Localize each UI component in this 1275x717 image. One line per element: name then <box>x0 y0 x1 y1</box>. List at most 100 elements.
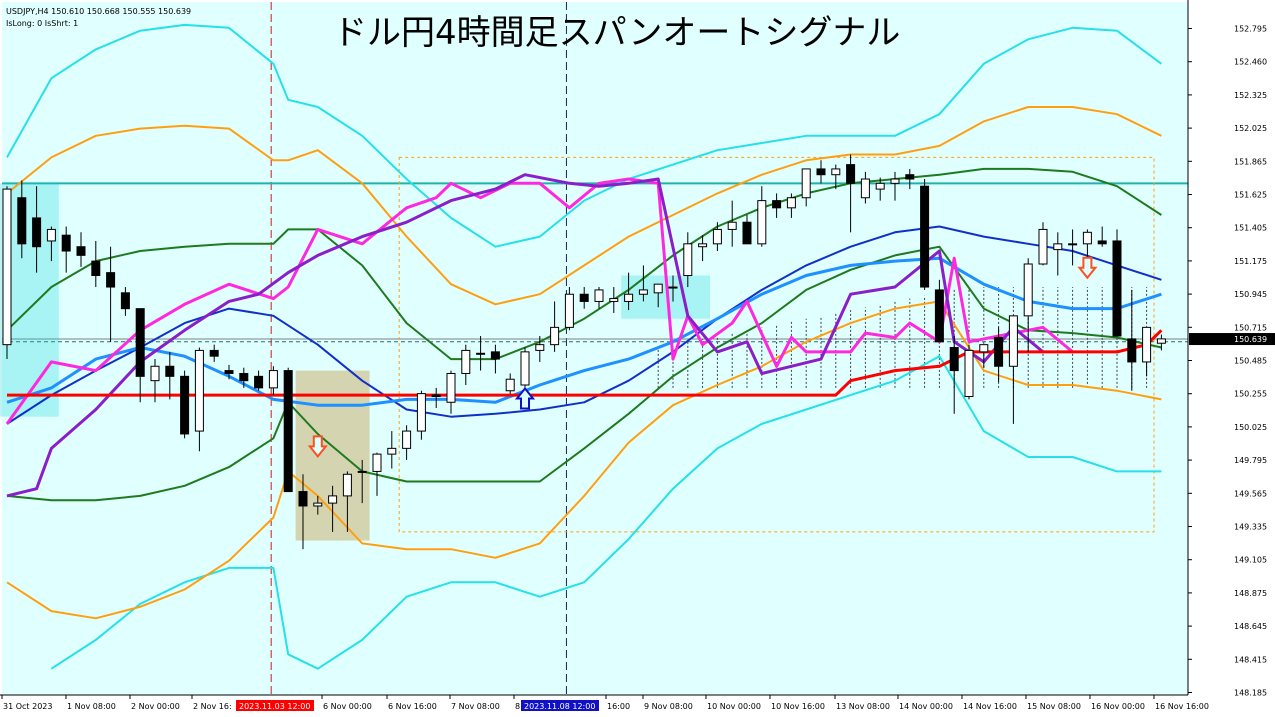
candle-body <box>934 289 944 343</box>
down-arrow-icon <box>1077 256 1098 280</box>
price-tick-label: 151.175 <box>1234 257 1267 266</box>
candle-body <box>1082 231 1092 245</box>
candle <box>461 344 471 385</box>
candle <box>1008 315 1018 424</box>
candle-body <box>224 370 234 374</box>
candle-body <box>831 168 841 176</box>
candle <box>239 367 249 388</box>
candle-body <box>594 289 604 302</box>
candle <box>712 222 722 252</box>
price-tick-label: 150.025 <box>1234 423 1267 432</box>
candle <box>624 272 634 311</box>
candle-body <box>416 393 426 432</box>
range-dotted-box <box>398 156 1155 533</box>
candle-body <box>890 178 900 184</box>
price-tick-label: 149.565 <box>1234 489 1267 498</box>
candle-body <box>150 365 160 382</box>
price-tick-label: 150.945 <box>1234 290 1267 299</box>
candle <box>180 370 190 439</box>
time-marker-label-bg <box>521 700 599 711</box>
candle <box>283 367 293 493</box>
candle-body <box>535 344 545 351</box>
candle <box>254 370 264 391</box>
time-tick-label: 2 Nov 16: <box>193 702 232 711</box>
candle-body <box>653 283 663 294</box>
candle-body <box>964 349 974 398</box>
candle-body <box>194 349 204 432</box>
up-arrow-icon <box>514 386 536 410</box>
time-tick-label: 16 Nov 16:00 <box>1155 702 1209 711</box>
candle <box>535 336 545 362</box>
candle <box>17 180 27 259</box>
candle-body <box>209 349 219 357</box>
candle <box>949 336 959 414</box>
candle-body <box>387 447 397 455</box>
candle <box>402 425 412 460</box>
time-marker-label-bg <box>236 700 314 711</box>
down-arrow-icon <box>307 435 328 458</box>
time-tick-label: 6 Nov 00:00 <box>323 702 372 711</box>
candle-body <box>1053 243 1063 251</box>
candle-body <box>61 234 71 252</box>
candle <box>742 215 752 245</box>
candle <box>683 232 693 288</box>
band-outer-upper-series <box>6 23 1162 248</box>
candle <box>1082 229 1092 259</box>
candle-body <box>905 174 915 180</box>
candle-body <box>624 293 634 302</box>
candle <box>698 235 708 262</box>
candle <box>934 279 944 343</box>
candle-body <box>446 372 456 403</box>
candle-body <box>32 217 42 248</box>
candle-body <box>742 221 752 245</box>
candle <box>165 351 175 400</box>
candle <box>476 336 486 371</box>
candle <box>150 359 160 403</box>
price-tick-label: 148.415 <box>1234 655 1267 664</box>
candle <box>505 373 515 394</box>
candle <box>446 370 456 414</box>
candle-body <box>949 347 959 372</box>
candle <box>772 193 782 218</box>
candle <box>76 232 86 267</box>
candle <box>61 226 71 273</box>
candle-body <box>402 430 412 449</box>
candle <box>860 171 870 204</box>
candle-body <box>313 502 323 507</box>
candle <box>905 168 915 190</box>
candle <box>2 186 12 360</box>
candle <box>801 168 811 207</box>
candle <box>579 287 589 309</box>
candle <box>757 186 767 247</box>
candle <box>609 287 619 313</box>
candle-body <box>757 200 767 245</box>
price-tick-label: 152.795 <box>1234 25 1267 34</box>
candle-body <box>712 228 722 245</box>
candle <box>328 485 338 532</box>
candle-body <box>490 351 500 360</box>
candle <box>1023 258 1033 352</box>
price-tick-label: 151.405 <box>1234 224 1267 233</box>
time-tick-label: 2 Nov 00:00 <box>131 702 180 711</box>
time-tick-label: 13 Nov 08:00 <box>836 702 890 711</box>
signals-layer <box>307 256 1098 458</box>
candle <box>1097 226 1107 247</box>
band-green-lower-series <box>6 245 1162 502</box>
candle-body <box>2 188 12 346</box>
candle-body <box>1127 338 1137 363</box>
band-green-upper-series <box>6 167 1162 361</box>
candle-body <box>254 375 264 389</box>
candle <box>194 347 204 452</box>
candle-body <box>328 495 338 504</box>
symbol-info-line: USDJPY,H4 150.610 150.668 150.555 150.63… <box>6 7 191 16</box>
candle <box>831 164 841 190</box>
candle <box>209 344 219 362</box>
candle-body <box>180 375 190 435</box>
price-tick-label: 148.185 <box>1234 689 1267 698</box>
candle-body <box>76 246 86 256</box>
candle-body <box>979 344 989 353</box>
time-marker-label: 2023.11.03 12:00 <box>239 702 310 711</box>
candle <box>1112 229 1122 337</box>
candle-body <box>135 308 145 377</box>
